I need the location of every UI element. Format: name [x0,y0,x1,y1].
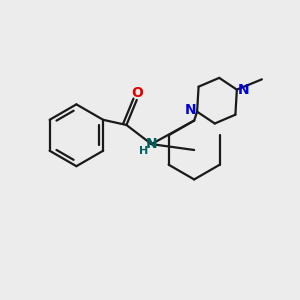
Text: H: H [139,146,148,156]
Text: O: O [131,86,143,100]
Text: N: N [146,137,158,151]
Text: N: N [238,82,249,97]
Text: N: N [185,103,197,117]
